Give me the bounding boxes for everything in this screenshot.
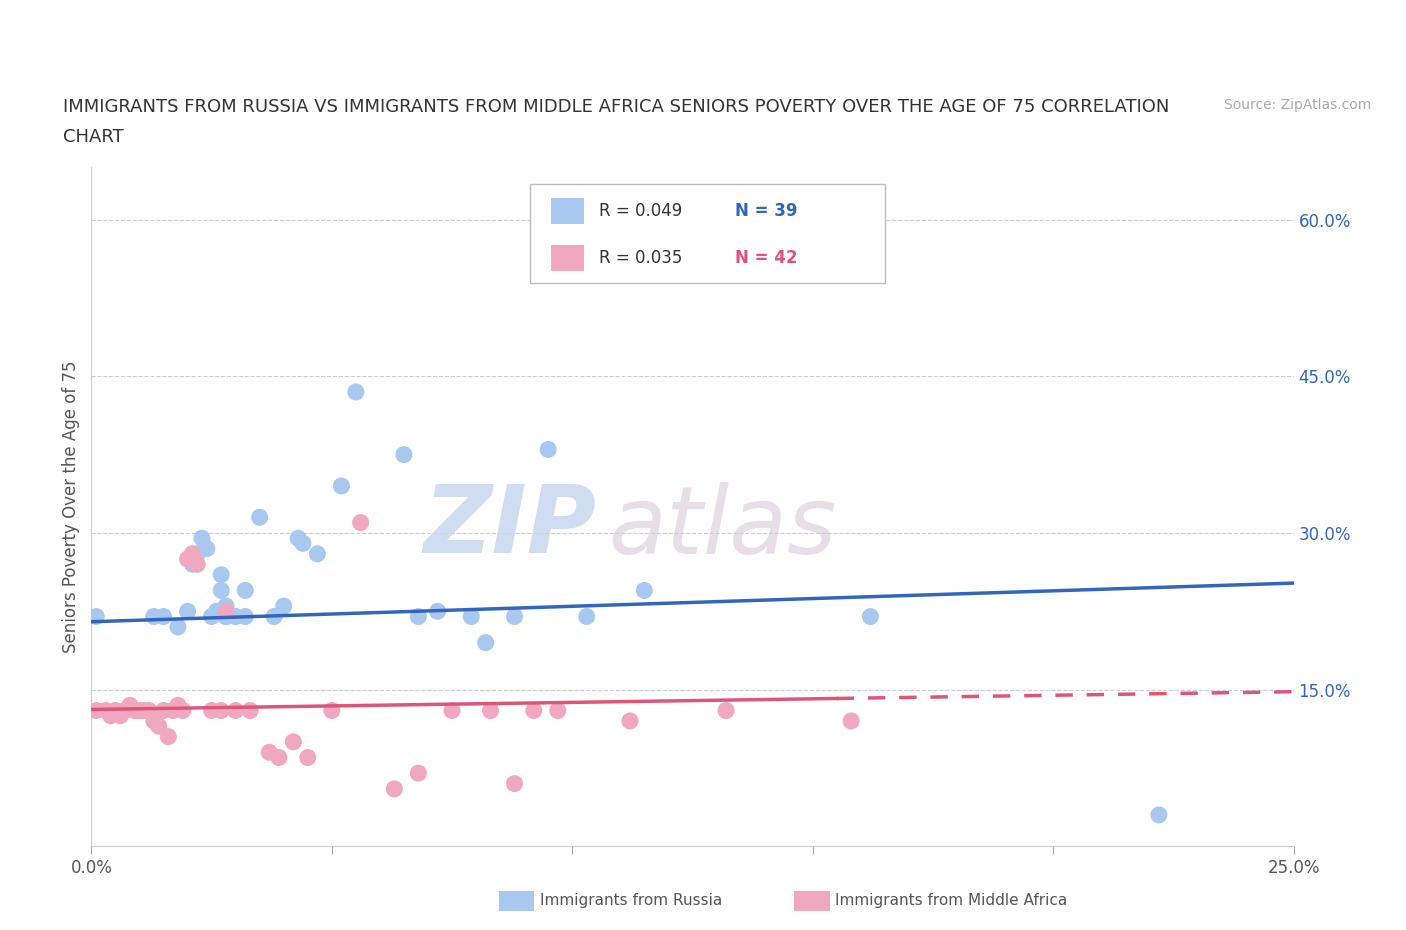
Point [225, 609, 247, 624]
Point [575, 609, 598, 624]
Point [297, 751, 319, 765]
Point [344, 384, 367, 399]
Point [134, 703, 156, 718]
FancyBboxPatch shape [551, 246, 585, 272]
Point [523, 703, 546, 718]
Point [215, 599, 238, 614]
Point [839, 713, 862, 728]
Point [426, 604, 449, 618]
Point [382, 781, 405, 796]
Point [124, 703, 146, 718]
Point [714, 703, 737, 718]
Point [474, 635, 496, 650]
Point [162, 703, 184, 718]
Point [263, 609, 285, 624]
Point [209, 567, 232, 582]
Point [233, 609, 256, 624]
Point [201, 609, 224, 624]
Point [118, 698, 141, 712]
Point [172, 703, 194, 718]
Point [215, 604, 238, 618]
Text: R = 0.035: R = 0.035 [599, 249, 682, 267]
Point [110, 709, 132, 724]
Point [191, 531, 214, 546]
Point [859, 609, 882, 624]
Point [128, 703, 150, 718]
Point [291, 536, 314, 551]
Point [307, 547, 329, 562]
Point [283, 735, 305, 750]
Point [94, 703, 117, 718]
Point [100, 709, 122, 724]
Point [503, 777, 526, 791]
Point [195, 541, 218, 556]
Point [350, 515, 373, 530]
Point [249, 510, 271, 525]
Point [114, 703, 136, 718]
Point [408, 609, 430, 624]
Point [215, 609, 238, 624]
Point [1147, 807, 1170, 822]
Point [186, 547, 208, 562]
Point [460, 609, 482, 624]
Point [287, 531, 309, 546]
Point [181, 557, 204, 572]
Point [201, 703, 224, 718]
Point [176, 551, 198, 566]
Point [167, 698, 190, 712]
Point [152, 609, 174, 624]
Point [209, 583, 232, 598]
Point [142, 713, 165, 728]
Text: Source: ZipAtlas.com: Source: ZipAtlas.com [1223, 98, 1371, 112]
Text: CHART: CHART [63, 128, 124, 146]
Text: R = 0.049: R = 0.049 [599, 202, 682, 219]
Point [267, 751, 290, 765]
Point [152, 703, 174, 718]
Point [84, 703, 107, 718]
Point [754, 196, 776, 211]
Point [84, 609, 107, 624]
Point [440, 703, 463, 718]
Point [142, 609, 165, 624]
Point [321, 703, 343, 718]
Y-axis label: Seniors Poverty Over the Age of 75: Seniors Poverty Over the Age of 75 [62, 361, 80, 653]
Point [408, 765, 430, 780]
Point [215, 609, 238, 624]
Point [259, 745, 281, 760]
Point [619, 713, 641, 728]
FancyBboxPatch shape [530, 184, 884, 283]
Point [104, 703, 127, 718]
Text: atlas: atlas [609, 482, 837, 573]
Text: Immigrants from Middle Africa: Immigrants from Middle Africa [835, 893, 1067, 908]
Point [537, 442, 560, 457]
Point [239, 703, 262, 718]
Point [330, 479, 353, 494]
Point [157, 729, 180, 744]
Point [392, 447, 415, 462]
Text: N = 42: N = 42 [734, 249, 797, 267]
Point [233, 583, 256, 598]
Text: IMMIGRANTS FROM RUSSIA VS IMMIGRANTS FROM MIDDLE AFRICA SENIORS POVERTY OVER THE: IMMIGRANTS FROM RUSSIA VS IMMIGRANTS FRO… [63, 98, 1170, 115]
Point [205, 604, 228, 618]
Text: Immigrants from Russia: Immigrants from Russia [540, 893, 723, 908]
Point [176, 604, 198, 618]
Text: N = 39: N = 39 [734, 202, 797, 219]
Point [167, 619, 190, 634]
Point [633, 583, 655, 598]
Point [225, 703, 247, 718]
FancyBboxPatch shape [551, 198, 585, 224]
Point [547, 703, 569, 718]
Point [503, 609, 526, 624]
Point [479, 703, 502, 718]
Point [138, 703, 160, 718]
Point [148, 719, 170, 734]
Point [181, 547, 204, 562]
Point [186, 557, 208, 572]
Point [273, 599, 295, 614]
Text: ZIP: ZIP [423, 481, 596, 573]
Point [209, 703, 232, 718]
